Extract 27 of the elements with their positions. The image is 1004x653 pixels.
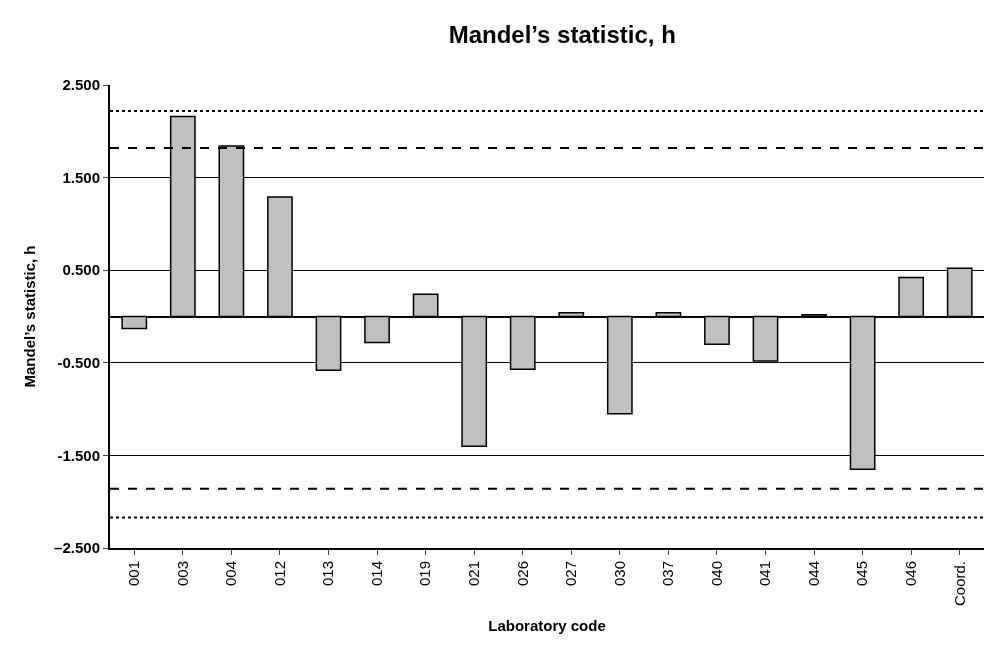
y-tick-label: 0.500	[62, 261, 100, 279]
x-tick-label: 014	[367, 561, 385, 587]
y-tick-label: 1.500	[62, 168, 100, 186]
x-tick-label: 003	[173, 561, 191, 587]
x-tick-label: 030	[610, 561, 628, 587]
x-tick-label: 044	[804, 561, 822, 587]
y-axis-title: Mandel’s statistic, h	[20, 245, 38, 388]
y-tick-label: -1.500	[57, 446, 100, 464]
x-tick-label: 012	[270, 561, 288, 587]
x-tick-label: 040	[707, 561, 725, 587]
x-tick-label: 045	[853, 561, 871, 587]
chart-title: Mandel’s statistic, h	[448, 20, 676, 48]
x-tick-label: 019	[416, 561, 434, 587]
x-tick-label: 004	[222, 561, 240, 587]
x-tick-label: 013	[319, 561, 337, 587]
x-tick-label: 021	[465, 561, 483, 587]
x-tick-label: 041	[756, 561, 774, 587]
x-tick-label: 037	[659, 561, 677, 587]
x-tick-label: Coord.	[950, 561, 968, 607]
x-tick-label: 027	[562, 561, 580, 587]
x-tick-label: 046	[902, 561, 920, 587]
x-tick-label: 001	[125, 561, 143, 587]
y-tick-label: –2.500	[54, 539, 100, 557]
x-axis-title: Laboratory code	[488, 616, 606, 634]
y-tick-label: -0.500	[57, 354, 100, 372]
y-tick-label: 2.500	[62, 76, 100, 94]
x-tick-label: 026	[513, 561, 531, 587]
